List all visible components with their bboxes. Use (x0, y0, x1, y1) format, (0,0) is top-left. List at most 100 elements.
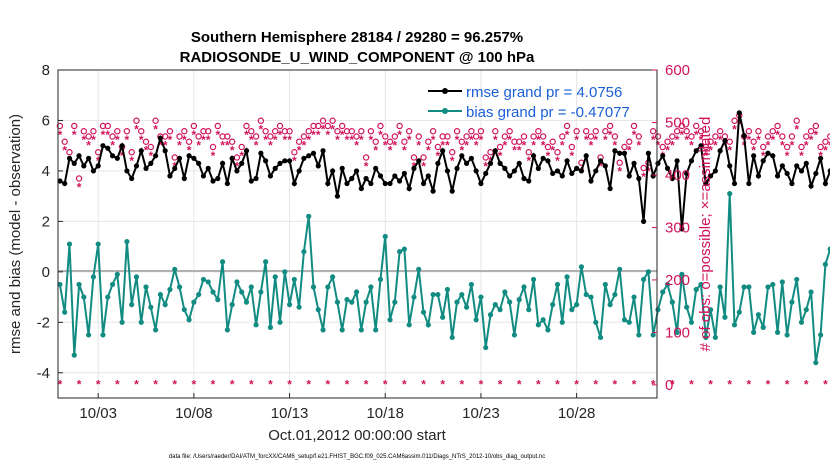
obs-assimilated-marker: * (455, 133, 460, 147)
obs-assimilated-marker: * (608, 128, 613, 142)
obs-assimilated-marker: * (196, 138, 201, 152)
obs-possible-marker (592, 128, 599, 135)
point-bias (167, 286, 173, 293)
point-bias (258, 289, 264, 295)
point-rmse (502, 165, 508, 171)
point-rmse (660, 153, 666, 159)
obs-possible-marker (248, 128, 255, 135)
point-rmse (119, 143, 125, 149)
obs-low-marker: * (555, 377, 560, 391)
obs-assimilated-marker: * (201, 133, 206, 147)
obs-assimilated-marker: * (278, 128, 283, 142)
point-rmse (626, 173, 632, 179)
obs-assimilated-marker: * (684, 133, 689, 147)
point-rmse (511, 168, 518, 174)
obs-low-marker: * (593, 377, 598, 391)
y-tick-label-right: 600 (665, 62, 690, 79)
point-bias (76, 281, 82, 288)
obs-assimilated-marker: * (656, 138, 661, 152)
obs-assimilated-marker: * (268, 138, 273, 152)
obs-assimilated-marker: * (546, 149, 551, 163)
obs-assimilated-marker: * (81, 133, 86, 147)
point-bias (693, 286, 699, 293)
obs-assimilated-marker: * (340, 128, 345, 142)
point-rmse (569, 170, 575, 177)
obs-possible-marker (147, 143, 155, 151)
point-rmse (751, 153, 757, 159)
point-rmse (224, 180, 230, 187)
obs-possible-marker (71, 122, 78, 130)
obs-possible-marker (472, 133, 480, 140)
point-rmse (755, 173, 762, 179)
obs-assimilated-marker: * (766, 138, 771, 152)
obs-possible-marker (209, 143, 217, 151)
point-bias (502, 289, 508, 295)
obs-low-marker: * (498, 377, 503, 391)
point-rmse (559, 173, 565, 179)
point-bias (487, 312, 494, 318)
obs-assimilated-marker: * (383, 138, 388, 152)
point-bias (330, 274, 336, 280)
point-bias (272, 274, 278, 280)
obs-possible-marker (66, 149, 73, 156)
obs-assimilated-marker: * (560, 138, 565, 152)
obs-possible-marker (181, 128, 188, 135)
point-rmse (344, 180, 350, 187)
obs-assimilated-marker: * (584, 133, 589, 147)
obs-assimilated-marker: * (747, 133, 752, 147)
point-rmse (526, 178, 532, 184)
point-rmse (487, 160, 494, 166)
obs-possible-marker (745, 128, 753, 135)
point-rmse (774, 173, 781, 179)
point-rmse (263, 158, 269, 164)
obs-low-marker: * (440, 377, 445, 391)
x-tick-label: 10/03 (79, 405, 117, 422)
obs-possible-marker (482, 154, 489, 161)
point-bias (196, 291, 202, 298)
point-bias (148, 304, 154, 310)
point-bias (363, 299, 369, 305)
point-rmse (62, 180, 68, 187)
obs-possible-marker (56, 122, 64, 130)
obs-assimilated-marker: * (503, 138, 508, 152)
point-rmse (181, 175, 187, 182)
point-rmse (397, 178, 403, 184)
point-rmse (564, 158, 570, 164)
obs-low-marker: * (670, 377, 675, 391)
obs-possible-marker (224, 133, 231, 140)
point-rmse (468, 155, 474, 161)
obs-possible-marker (712, 133, 719, 140)
obs-assimilated-marker: * (244, 128, 249, 142)
point-bias (205, 279, 211, 285)
obs-possible-marker (798, 143, 805, 151)
point-bias (301, 249, 307, 255)
point-rmse (736, 110, 742, 116)
obs-assimilated-marker: * (77, 180, 82, 194)
point-bias (459, 291, 465, 298)
point-rmse (253, 175, 259, 182)
obs-low-marker: * (77, 377, 82, 391)
obs-possible-marker (678, 122, 686, 130)
obs-assimilated-marker: * (436, 149, 441, 163)
obs-possible-marker (386, 138, 394, 145)
point-bias (688, 319, 695, 325)
point-rmse (530, 153, 537, 159)
obs-assimilated-marker: * (254, 138, 259, 152)
point-bias (181, 307, 187, 313)
point-bias (631, 294, 637, 300)
obs-possible-marker (453, 128, 461, 135)
point-rmse (90, 168, 97, 174)
obs-possible-marker (353, 133, 360, 140)
point-bias (755, 312, 762, 318)
point-bias (765, 284, 771, 290)
obs-low-marker: * (326, 377, 331, 391)
point-rmse (688, 158, 695, 164)
obs-counts: * * * * * * * * * * * * * * * * * * * * * * * * * * * * * * * * * * * * * * * *… (56, 112, 830, 391)
obs-assimilated-marker: * (306, 133, 311, 147)
point-bias (401, 246, 407, 252)
obs-assimilated-marker: * (349, 133, 354, 147)
obs-low-marker: * (230, 377, 235, 391)
obs-possible-marker (525, 149, 532, 156)
obs-assimilated-marker: * (120, 149, 125, 163)
legend-bias-label: bias grand pr = -0.47077 (466, 104, 630, 121)
